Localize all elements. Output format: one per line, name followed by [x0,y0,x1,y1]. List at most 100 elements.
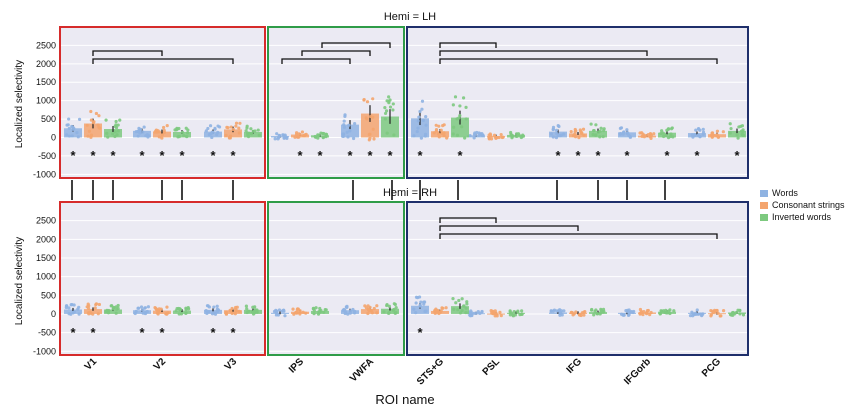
data-point [453,95,458,99]
data-point [114,119,118,124]
data-point [71,127,75,132]
data-point [93,306,97,310]
data-point [186,305,190,310]
data-point [582,310,586,314]
group-box [267,201,405,356]
data-point [513,313,518,317]
significance-bracket [439,217,497,223]
data-point [649,136,653,140]
data-point [599,307,603,311]
data-point [439,128,443,132]
data-point [451,103,455,107]
data-point [468,134,472,138]
significance-bracket [92,50,163,56]
data-point [599,126,603,130]
data-point [468,311,473,315]
data-point [455,133,460,137]
legend-swatch [760,202,768,209]
data-point [499,314,503,318]
data-point [665,311,669,315]
data-point [212,305,216,309]
data-point [111,132,115,136]
data-point [293,135,297,139]
significance-star: * [159,325,165,340]
legend-label: Words [772,188,798,198]
data-point [365,100,370,104]
data-point [589,122,593,126]
data-point [464,117,468,121]
data-point [423,132,428,136]
data-point [721,130,725,134]
y-tick-label: 0 [51,309,56,319]
data-point [161,125,166,130]
data-point [598,129,602,133]
data-point [304,311,308,315]
data-point [741,313,746,317]
data-point [157,307,161,311]
significance-star: * [230,148,236,163]
data-point [445,136,449,140]
data-point [735,133,739,137]
data-point [67,134,72,138]
data-point [697,312,701,316]
data-point [275,132,279,136]
data-point [276,137,280,141]
data-point [319,131,323,135]
data-point [640,131,644,135]
data-point [343,311,347,316]
bar [173,310,191,314]
significance-star: * [317,148,323,163]
data-point [368,309,372,313]
data-point [208,124,213,128]
data-point [311,306,316,311]
data-point [245,307,249,311]
data-point [104,310,108,314]
data-point [371,97,375,101]
data-point [562,132,566,136]
data-point [229,309,233,313]
data-point [473,133,477,137]
data-point [366,311,370,316]
data-point [238,121,242,125]
data-point [229,125,233,129]
data-point [351,136,356,141]
data-point [644,134,648,138]
data-point [251,305,255,309]
data-point [624,309,628,313]
data-point [184,311,188,315]
data-point [693,133,697,137]
data-point [231,127,236,132]
data-point [313,134,317,139]
data-point [589,308,594,312]
data-point [716,135,721,139]
bar [569,133,587,138]
data-point [178,308,182,312]
data-point [316,136,320,140]
x-tick-label: V3 [223,356,240,373]
data-point [509,130,513,135]
data-point [741,133,745,137]
significance-star: * [734,148,740,163]
data-point [627,133,631,137]
data-point [165,305,169,309]
panel-lh-title: Hemi = LH [384,11,436,23]
data-point [234,124,238,128]
data-point [391,108,395,112]
data-point [416,296,420,300]
data-point [237,126,241,130]
data-point [455,117,459,121]
data-point [516,132,521,136]
significance-star: * [555,148,561,163]
data-point [75,131,79,135]
data-point [691,312,695,316]
data-point [277,133,282,138]
data-point [106,135,110,139]
data-point [645,311,649,316]
data-point [555,132,559,136]
panel-rh-title: Hemi = RH [383,187,437,199]
data-point [602,127,606,131]
data-point [116,123,120,127]
data-point [595,312,600,316]
panel-lh: Hemi = LH -1000 -500 0 500 1000 1500 2000 2500 *… [33,11,749,179]
legend-swatch [760,214,768,221]
